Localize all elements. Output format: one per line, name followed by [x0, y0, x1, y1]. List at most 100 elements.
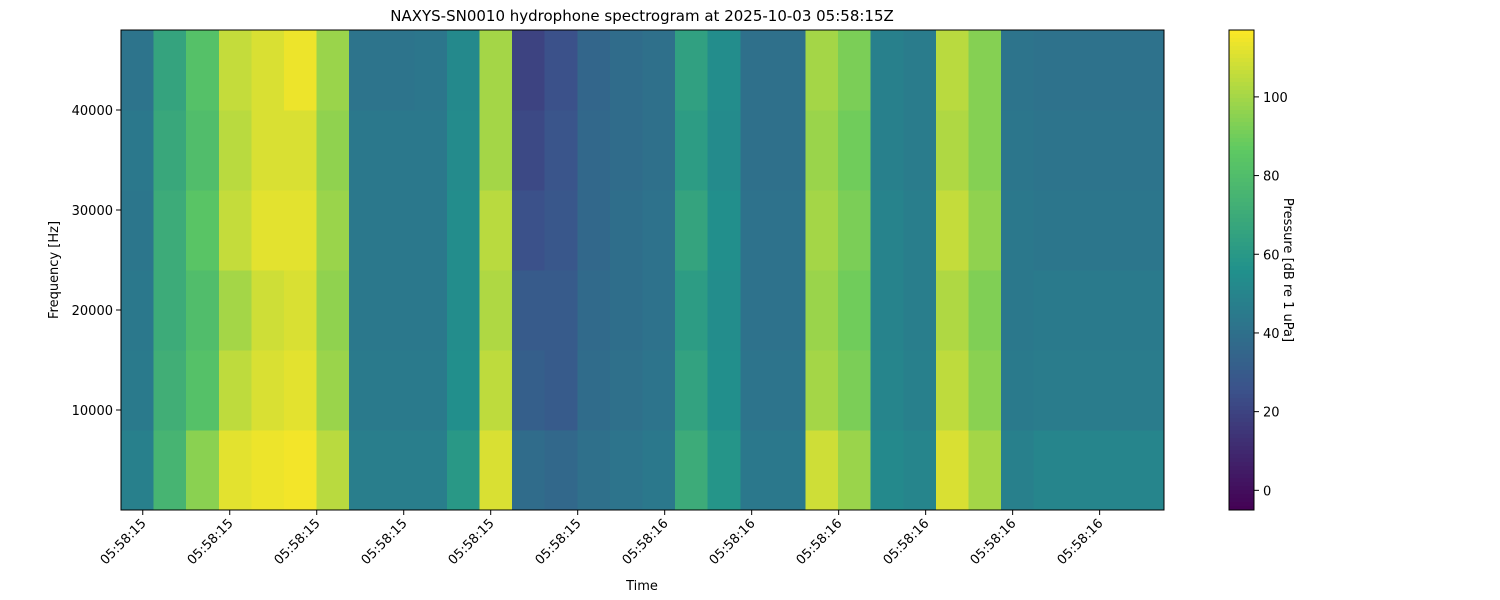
heatmap-cell	[675, 270, 709, 351]
colorbar-segment	[1229, 506, 1254, 511]
heatmap-cell	[446, 190, 481, 271]
heatmap-cell	[903, 350, 937, 431]
colorbar-segment	[1229, 230, 1254, 235]
colorbar-segment	[1229, 186, 1254, 191]
heatmap-cell	[935, 430, 970, 511]
colorbar-segment	[1229, 478, 1254, 483]
heatmap-cell	[870, 350, 904, 431]
colorbar-segment	[1229, 430, 1254, 435]
colorbar-segment	[1229, 154, 1254, 159]
colorbar-segment	[1229, 166, 1254, 171]
heatmap-cell	[251, 430, 285, 511]
colorbar-label: Pressure [dB re 1 uPa]	[1280, 198, 1295, 342]
heatmap-cell	[609, 110, 644, 191]
heatmap-cell	[446, 30, 481, 111]
heatmap-cell	[675, 30, 709, 111]
heatmap-cell	[316, 350, 350, 431]
heatmap-cell	[381, 30, 415, 111]
colorbar-segment	[1229, 266, 1254, 271]
x-axis-label: Time	[625, 579, 658, 594]
heatmap-cell	[316, 270, 350, 351]
heatmap-cell	[283, 430, 318, 511]
heatmap-cell	[968, 110, 1002, 191]
heatmap-cell	[381, 190, 415, 271]
heatmap-cell	[609, 350, 644, 431]
colorbar-segment	[1229, 130, 1254, 135]
heatmap-cell	[740, 190, 774, 271]
colorbar-segment	[1229, 138, 1254, 143]
heatmap-cell	[512, 110, 546, 191]
heatmap-cell	[838, 190, 872, 271]
colorbar-segment	[1229, 206, 1254, 211]
heatmap-cell	[740, 430, 774, 511]
heatmap-cell	[1066, 350, 1100, 431]
heatmap-cell	[1033, 270, 1067, 351]
heatmap-cell	[251, 270, 285, 351]
colorbar-segment	[1229, 90, 1254, 95]
colorbar-segment	[1229, 354, 1254, 359]
heatmap-cell	[1066, 430, 1100, 511]
colorbar-segment	[1229, 38, 1254, 43]
colorbar-segment	[1229, 466, 1254, 471]
colorbar-segment	[1229, 178, 1254, 183]
x-tick-label: 05:58:15	[272, 516, 324, 568]
heatmap-cell	[251, 350, 285, 431]
colorbar-segment	[1229, 362, 1254, 367]
heatmap-cell	[805, 110, 839, 191]
heatmap-cell	[544, 110, 578, 191]
heatmap-cell	[153, 270, 187, 351]
heatmap-cell	[577, 270, 611, 351]
colorbar-segment	[1229, 74, 1254, 79]
colorbar-segment	[1229, 226, 1254, 231]
y-tick-label: 20000	[72, 304, 113, 319]
x-tick-label: 05:58:16	[968, 516, 1020, 568]
heatmap-cell	[1001, 190, 1035, 271]
colorbar-segment	[1229, 202, 1254, 207]
heatmap-cell	[903, 430, 937, 511]
heatmap-cell	[1033, 30, 1067, 111]
colorbar-segment	[1229, 218, 1254, 223]
heatmap-cell	[479, 30, 513, 111]
heatmap-cell	[1001, 430, 1035, 511]
heatmap-cell	[316, 30, 350, 111]
heatmap-cell	[316, 110, 350, 191]
heatmap-cell	[1001, 30, 1035, 111]
heatmap-cell	[870, 430, 904, 511]
heatmap-cell	[381, 430, 415, 511]
heatmap-cell	[968, 430, 1002, 511]
colorbar-segment	[1229, 494, 1254, 499]
colorbar-segment	[1229, 314, 1254, 319]
x-tick-label: 05:58:16	[1055, 516, 1107, 568]
colorbar-segment	[1229, 98, 1254, 103]
colorbar-segment	[1229, 426, 1254, 431]
heatmap-cell	[577, 30, 611, 111]
colorbar-segment	[1229, 170, 1254, 175]
heatmap-cell	[870, 270, 904, 351]
colorbar-segment	[1229, 242, 1254, 247]
heatmap-cell	[772, 190, 807, 271]
heatmap-cell	[870, 30, 904, 111]
heatmap-cell	[544, 190, 578, 271]
heatmap-cell	[903, 190, 937, 271]
colorbar-segment	[1229, 110, 1254, 115]
heatmap-cell	[1033, 190, 1067, 271]
colorbar-segment	[1229, 214, 1254, 219]
colorbar-segment	[1229, 474, 1254, 479]
colorbar-segment	[1229, 442, 1254, 447]
heatmap-cell	[968, 350, 1002, 431]
colorbar-tick-label: 40	[1263, 327, 1280, 342]
x-tick-label: 05:58:16	[620, 516, 672, 568]
colorbar-segment	[1229, 418, 1254, 423]
heatmap-cell	[642, 110, 676, 191]
colorbar-segment	[1229, 370, 1254, 375]
colorbar-segment	[1229, 374, 1254, 379]
heatmap-cell	[968, 30, 1002, 111]
heatmap-cell	[935, 30, 970, 111]
heatmap-cell	[544, 430, 578, 511]
heatmap-cell	[1001, 350, 1035, 431]
heatmap-cell	[414, 190, 448, 271]
heatmap-cell	[349, 350, 383, 431]
colorbar-segment	[1229, 70, 1254, 75]
colorbar-segment	[1229, 278, 1254, 283]
colorbar-segment	[1229, 82, 1254, 87]
